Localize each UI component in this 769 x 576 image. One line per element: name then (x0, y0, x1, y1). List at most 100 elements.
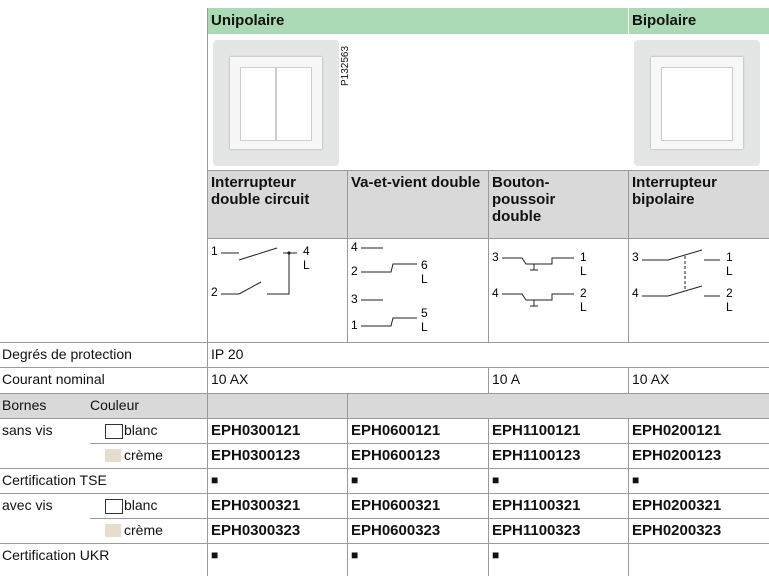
rule (347, 170, 348, 342)
row-label: crème (124, 447, 163, 463)
reference: EPH1100121 (492, 422, 581, 439)
row-label: blanc (124, 497, 158, 513)
terminal-label: 1 (726, 250, 733, 264)
color-swatch (105, 424, 123, 439)
row-label: sans vis (2, 422, 53, 438)
row-label: Courant nominal (2, 371, 105, 387)
terminals-row-bg (0, 393, 769, 418)
product-name: Bouton-poussoir double (492, 174, 556, 225)
rule (0, 468, 769, 469)
reference: EPH0200323 (632, 522, 722, 539)
group-title: Bipolaire (632, 12, 697, 29)
reference: EPH0600121 (351, 422, 441, 439)
rule (0, 543, 769, 544)
rule (0, 493, 769, 494)
certification-mark: ■ (351, 473, 359, 487)
rule (347, 393, 348, 576)
terminal-label: L (726, 264, 733, 278)
wiring-diagram: 3 1 L 4 2 L (632, 249, 733, 314)
row-label: Degrés de protection (2, 346, 132, 362)
terminal-label: 2 (580, 286, 587, 300)
terminal-label: L (303, 258, 310, 272)
reference: EPH0200121 (632, 422, 722, 439)
rule (0, 367, 769, 368)
photo-bipolar-switch (634, 40, 760, 166)
terminal-label: 4 (351, 240, 358, 254)
reference: EPH0200321 (632, 497, 722, 514)
reference: EPH0600323 (351, 522, 441, 539)
rule (628, 418, 629, 576)
row-label: Certification UKR (2, 547, 110, 563)
group-title: Unipolaire (211, 12, 285, 29)
rule (0, 393, 769, 394)
reference: EPH0300323 (211, 522, 301, 539)
rule (0, 418, 769, 419)
reference: EPH0300321 (211, 497, 301, 514)
rule (90, 518, 769, 519)
certification-mark: ■ (492, 473, 500, 487)
rule (207, 8, 208, 576)
row-label: blanc (124, 422, 158, 438)
reference: EPH1100321 (492, 497, 581, 514)
wiring-diagram: 4 2 6 L 3 1 5 L (351, 240, 428, 334)
product-name: Va-et-vient double (351, 174, 481, 191)
cell: 10 A (492, 371, 521, 387)
terminal-label: 2 (211, 285, 218, 299)
header-bg (207, 8, 769, 34)
rule (90, 443, 769, 444)
reference: EPH0300121 (211, 422, 301, 439)
terminal-label: 1 (580, 250, 587, 264)
cell: 10 AX (211, 371, 249, 387)
reference: EPH0300123 (211, 447, 301, 464)
terminal-label: 5 (421, 306, 428, 320)
certification-mark: ■ (211, 473, 219, 487)
terminal-label: 4 (632, 286, 639, 300)
terminal-label: 4 (492, 286, 499, 300)
terminal-label: L (580, 300, 587, 314)
certification-mark: ■ (492, 548, 500, 562)
reference: EPH0600123 (351, 447, 441, 464)
certification-mark: ■ (632, 473, 640, 487)
terminal-label: 3 (632, 250, 639, 264)
terminal-label: 3 (492, 250, 499, 264)
terminal-label: L (421, 320, 428, 334)
color-swatch (105, 499, 123, 514)
terminal-label: 3 (351, 292, 358, 306)
row-label: Bornes (2, 397, 47, 413)
reference: EPH0600321 (351, 497, 441, 514)
row-label: crème (124, 522, 163, 538)
product-name: Interrupteur bipolaire (632, 174, 718, 208)
terminal-label: 4 (303, 244, 310, 258)
row-label: avec vis (2, 497, 53, 513)
wiring-diagram: 1 4 L 2 (211, 244, 310, 299)
rule (488, 367, 489, 393)
reference: EPH1100323 (492, 522, 581, 539)
terminal-label: 6 (421, 258, 428, 272)
reference: EPH1100123 (492, 447, 581, 464)
terminal-label: 2 (726, 286, 733, 300)
certification-mark: ■ (351, 548, 359, 562)
reference: EPH0200123 (632, 447, 722, 464)
terminal-label: 1 (351, 318, 358, 332)
photo-code: P132563 (340, 45, 351, 86)
rule (488, 418, 489, 576)
cell: IP 20 (211, 346, 244, 362)
rule (488, 170, 489, 342)
rule (0, 342, 769, 343)
cell: 10 AX (632, 371, 670, 387)
terminal-label: L (421, 272, 428, 286)
certification-mark: ■ (211, 548, 219, 562)
product-name: Interrupteur double circuit (211, 174, 310, 208)
rule (628, 170, 629, 342)
terminal-label: L (580, 264, 587, 278)
terminal-label: 1 (211, 244, 218, 258)
row-label: Certification TSE (2, 472, 107, 488)
color-swatch (105, 449, 121, 462)
photo-double-switch (213, 40, 339, 166)
wiring-diagram: 3 1 L 4 2 L (492, 250, 587, 314)
color-swatch (105, 524, 121, 537)
terminal-label: 2 (351, 264, 358, 278)
rule (628, 367, 629, 393)
row-label: Couleur (90, 397, 140, 413)
